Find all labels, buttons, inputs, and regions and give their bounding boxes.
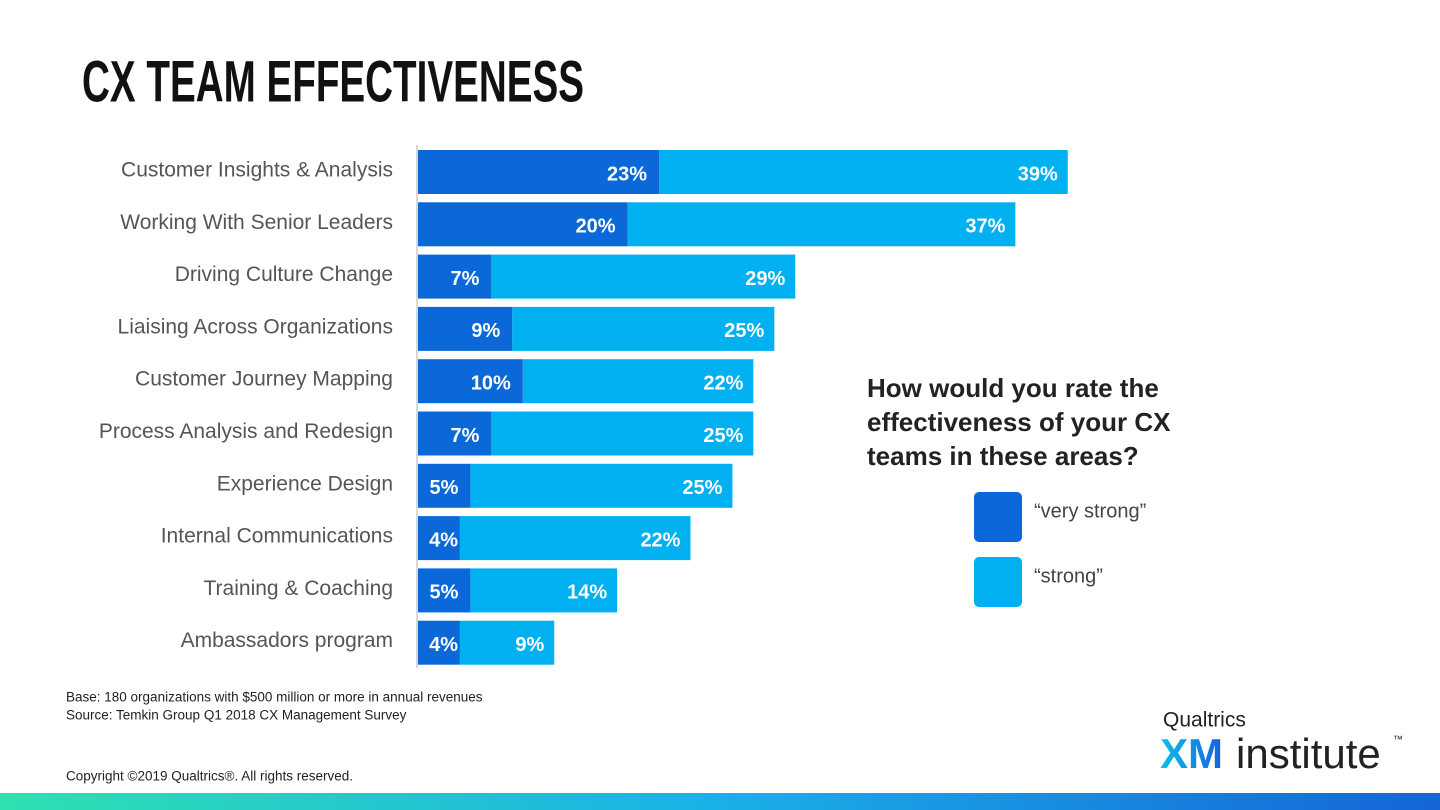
legend-swatch [974,492,1022,542]
value-label: 37% [965,216,1005,238]
bar-segment [418,359,523,404]
legend-label: “very strong” [1034,500,1146,522]
bar-segment [627,202,1016,247]
bar-segment [418,463,471,508]
value-label: 10% [471,372,511,394]
value-label: 4% [429,529,458,551]
bar-segment [418,620,460,665]
value-label: 25% [703,425,743,447]
value-label: 22% [703,372,743,394]
value-label: 39% [1018,163,1058,185]
category-label: Process Analysis and Redesign [99,420,393,443]
legend-swatch [974,557,1022,607]
bar-segment [418,306,513,351]
value-label: 20% [576,216,616,238]
value-label: 23% [607,163,647,185]
bar-segment [470,568,618,613]
category-label: Experience Design [217,472,393,495]
question: effectiveness of your CX [867,407,1171,437]
value-label: 7% [450,425,479,447]
category-label: Liaising Across Organizations [118,315,393,338]
logo-tm: ™ [1393,735,1403,746]
bar-segment [459,516,691,561]
value-label: 22% [640,529,680,551]
bar-segment [418,254,492,299]
value-label: 4% [429,634,458,656]
value-label: 9% [471,320,500,342]
value-label: 25% [724,320,764,342]
category-label: Internal Communications [161,525,393,548]
bar-segment [470,463,733,508]
category-label: Driving Culture Change [175,263,393,286]
bar-segment [659,150,1068,194]
bar-segment [491,411,754,456]
bar-segment [459,620,555,665]
logo-xm: XM [1160,730,1223,777]
value-label: 25% [682,477,722,499]
value-label: 14% [567,582,607,604]
question: teams in these areas? [867,441,1139,471]
question: How would you rate the [867,373,1159,403]
bar-segment [418,516,460,561]
category-label: Training & Coaching [204,577,394,600]
value-label: 9% [515,634,544,656]
category-label: Working With Senior Leaders [120,211,393,234]
category-label: Customer Insights & Analysis [121,159,393,182]
bar-segment [418,202,628,247]
bar-segment [512,306,775,351]
bar-segment [418,411,492,456]
footnote: Base: 180 organizations with $500 millio… [66,690,483,705]
bar-segment [491,254,796,299]
category-label: Customer Journey Mapping [135,368,393,391]
bar-segment [418,568,471,613]
footer-band [0,793,1440,810]
value-label: 5% [429,582,458,604]
logo-top: Qualtrics [1163,709,1246,732]
footnote: Source: Temkin Group Q1 2018 CX Manageme… [66,708,407,723]
bar-segment [418,150,660,194]
value-label: 29% [745,268,785,290]
logo-text: institute [1236,730,1381,777]
copyright: Copyright ©2019 Qualtrics®. All rights r… [66,769,353,784]
category-label: Ambassadors program [181,629,393,652]
value-label: 5% [429,477,458,499]
value-label: 7% [450,268,479,290]
chart-title: CX TEAM EFFECTIVENESS [82,49,584,114]
legend-label: “strong” [1034,565,1103,587]
bar-segment [522,359,754,404]
